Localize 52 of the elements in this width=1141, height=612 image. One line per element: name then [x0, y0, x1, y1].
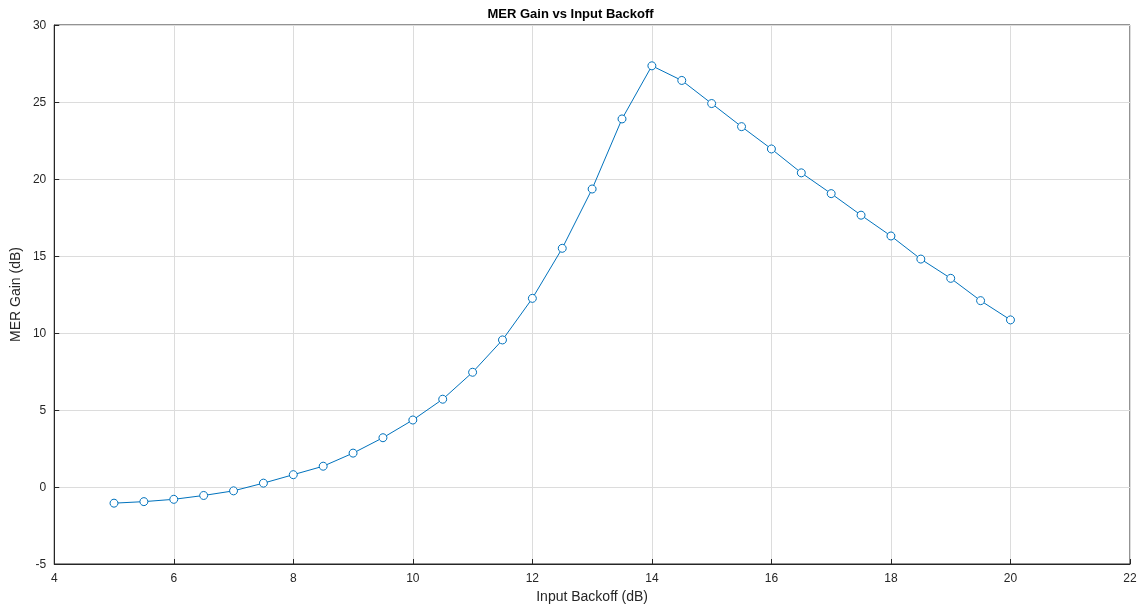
point: [916, 254, 926, 264]
point: [1005, 315, 1015, 325]
x-axis-title: Input Backoff (dB): [536, 587, 649, 604]
point: [497, 335, 507, 345]
point: [378, 433, 388, 443]
point: [169, 494, 179, 504]
point: [856, 210, 866, 220]
point: [468, 367, 478, 377]
y-tick-label: 5: [39, 403, 47, 417]
point: [199, 490, 209, 500]
point: [139, 497, 149, 507]
point: [408, 415, 418, 425]
x-tick-label: 8: [289, 571, 297, 585]
point: [946, 273, 956, 283]
point: [617, 114, 627, 124]
x-tick-label: 18: [884, 571, 898, 585]
chart-title: MER Gain vs Input Backoff: [487, 6, 655, 21]
x-tick-label: 12: [525, 571, 540, 585]
point: [527, 293, 537, 303]
point: [557, 243, 567, 253]
y-tick-label: 20: [32, 172, 47, 186]
y-tick-label: 25: [32, 95, 47, 109]
y-axis-title: MER Gain (dB): [7, 247, 23, 342]
point: [438, 394, 448, 404]
point: [677, 75, 687, 85]
y-tick-label: 10: [32, 326, 47, 340]
x-tick-label: 20: [1003, 571, 1018, 585]
point: [707, 99, 717, 109]
point: [258, 478, 268, 488]
x-tick-label: 16: [764, 571, 779, 585]
y-tick-label: 0: [39, 480, 47, 494]
point: [229, 486, 239, 496]
x-tick-label: 10: [406, 571, 420, 585]
point: [766, 144, 776, 154]
y-tick-label: 30: [32, 18, 47, 32]
point: [109, 498, 119, 508]
point: [348, 448, 358, 458]
y-tick-label: -5: [35, 557, 47, 571]
point: [647, 61, 657, 71]
x-tick-label: 14: [645, 571, 659, 585]
point: [796, 168, 806, 178]
y-tick-label: 15: [32, 249, 47, 263]
x-tick-label: 22: [1123, 571, 1137, 585]
point: [976, 296, 986, 306]
point: [826, 189, 836, 199]
point: [288, 470, 298, 480]
point: [587, 184, 597, 194]
x-tick-label: 6: [170, 571, 178, 585]
x-tick-label: 4: [50, 571, 58, 585]
point: [886, 231, 896, 241]
point: [737, 122, 747, 132]
point: [318, 461, 328, 471]
